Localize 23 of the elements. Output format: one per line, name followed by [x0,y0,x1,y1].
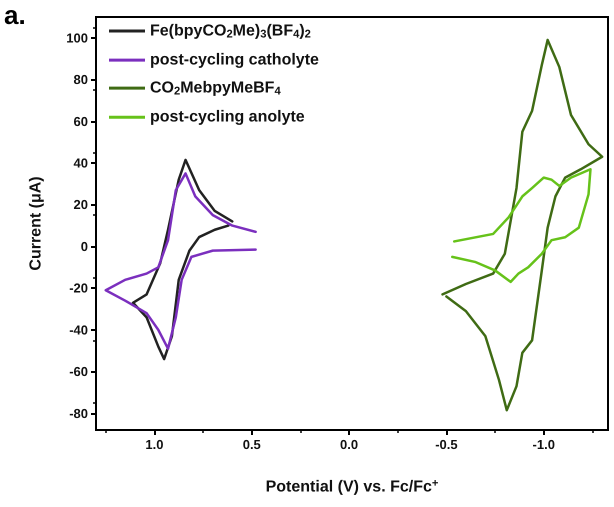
y-tick-label: -20 [69,280,88,296]
y-tick-label: -80 [69,406,88,421]
x-axis-title: Potential (V) vs. Fc/Fc+ [266,478,439,496]
x-tick-label: -1.0 [532,437,555,452]
x-tick-label: 0.0 [340,437,358,452]
text: a. [4,0,26,30]
y-tick-label: 80 [74,72,88,88]
y-axis-title: Current (μA) [28,176,44,271]
legend-label: post-cycling catholyte [150,52,320,69]
x-tick-label: -0.5 [435,437,458,452]
x-tick-label: 0.5 [242,437,261,452]
y-tick-label: 0 [80,238,88,254]
y-tick-label: 60 [74,114,88,129]
y-tick-label: -40 [69,322,88,338]
y-tick-label: -60 [69,364,88,380]
y-tick-label: 40 [74,156,88,171]
y-tick-label: 100 [66,30,88,46]
x-tick-label: 1.0 [145,437,164,452]
y-tick-label: 20 [74,197,88,212]
line-series [441,38,604,412]
line-series [104,172,257,350]
legend-label: post-cycling anolyte [150,108,305,126]
line-series [451,168,592,284]
